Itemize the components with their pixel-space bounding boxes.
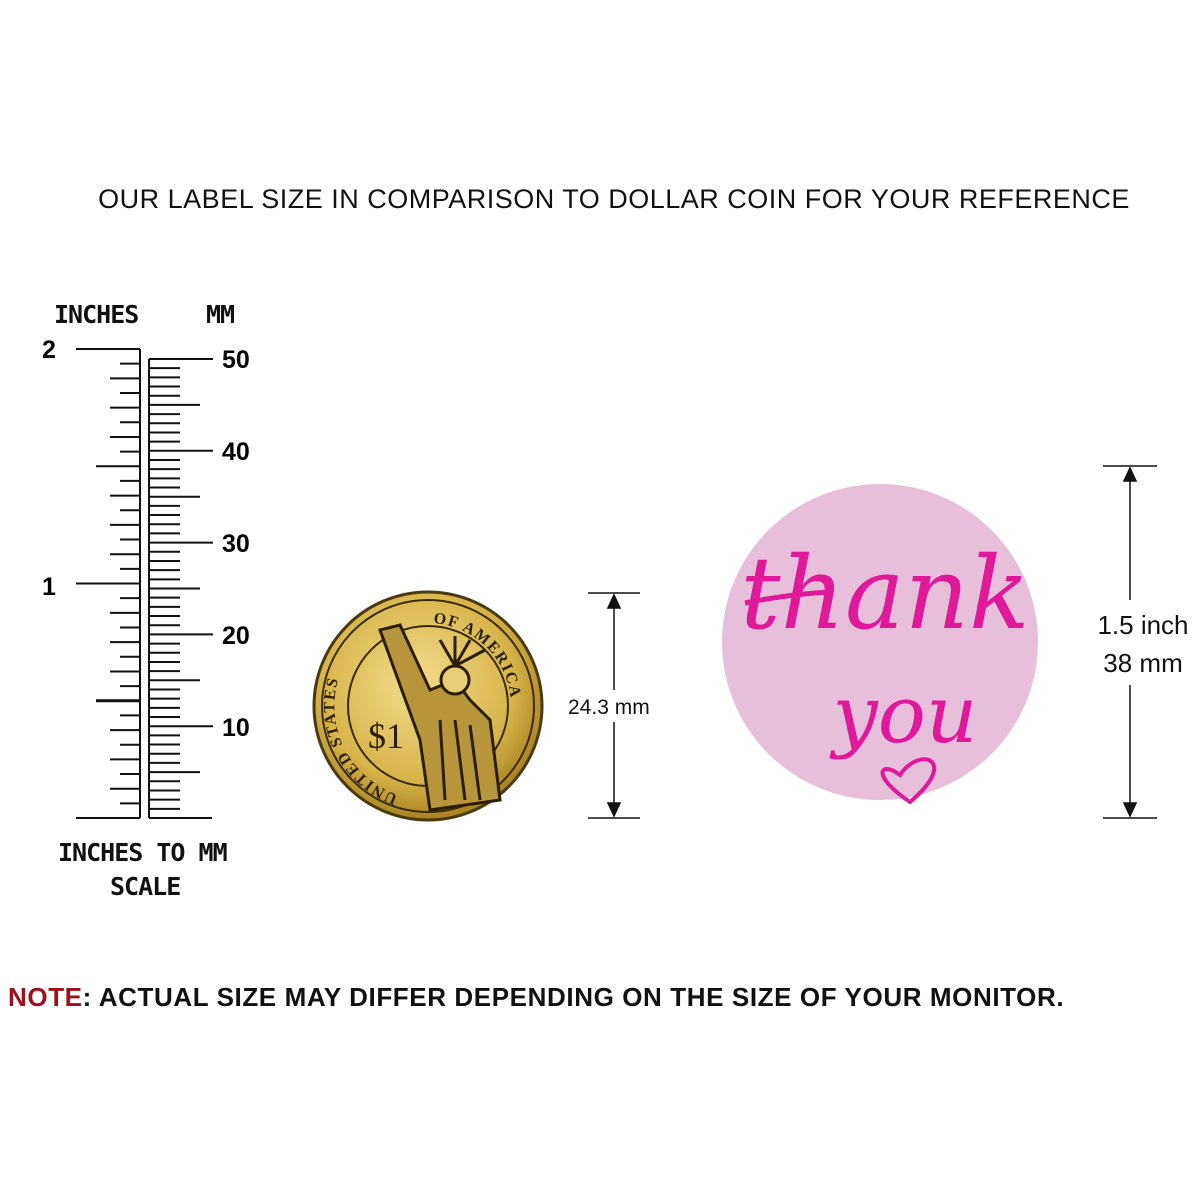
sticker-diameter-mm: 38 mm — [1103, 648, 1183, 678]
scale-caption-line2: SCALE — [110, 872, 181, 901]
note-prefix: NOTE — [8, 982, 83, 1012]
mm-label-30: 30 — [222, 530, 250, 558]
sticker-text-you: you — [830, 668, 978, 761]
ruler: 2 1 50 40 30 20 10 — [42, 336, 250, 819]
monitor-size-note: NOTE: ACTUAL SIZE MAY DIFFER DEPENDING O… — [8, 982, 1064, 1013]
inches-label: INCHES — [54, 300, 139, 329]
mm-label: MM — [206, 300, 235, 329]
heart-icon — [880, 757, 937, 805]
mm-label-50: 50 — [222, 346, 250, 374]
statue-of-liberty-icon — [378, 623, 502, 812]
coin-denomination: $1 — [368, 716, 404, 756]
inch-label-2: 2 — [42, 336, 56, 364]
mm-label-40: 40 — [222, 438, 250, 466]
sticker-dimension-line — [1103, 465, 1157, 819]
mm-label-10: 10 — [222, 714, 250, 742]
page-title: OUR LABEL SIZE IN COMPARISON TO DOLLAR C… — [98, 184, 1130, 214]
coin-dimension-line — [588, 592, 640, 819]
coin-diameter-label: 24.3 mm — [568, 696, 650, 719]
sticker-diameter-inches: 1.5 inch — [1097, 610, 1189, 640]
thank-you-sticker: thank you — [722, 484, 1038, 805]
inch-label-1: 1 — [42, 573, 56, 601]
dollar-coin: OF AMERICA UNITED STATES $1 — [312, 590, 544, 822]
note-text: : ACTUAL SIZE MAY DIFFER DEPENDING ON TH… — [82, 982, 1065, 1012]
sticker-text-thank: thank — [740, 535, 1029, 652]
mm-label-20: 20 — [222, 622, 250, 650]
scale-caption-line1: INCHES TO MM — [58, 838, 228, 867]
